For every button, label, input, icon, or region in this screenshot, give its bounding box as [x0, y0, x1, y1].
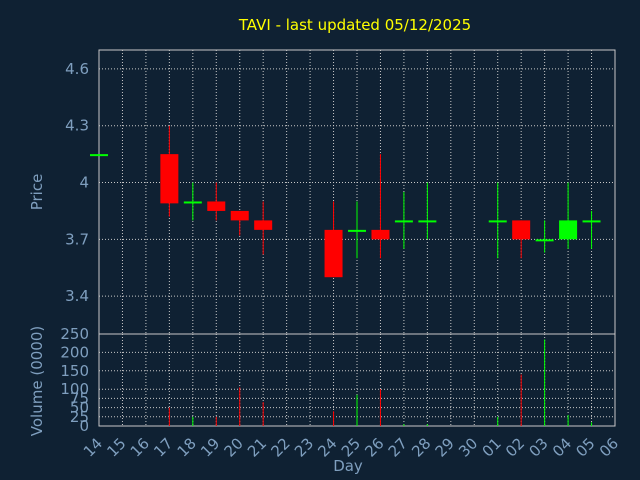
volume-tick-label: 250	[60, 325, 89, 343]
x-tick-label: 29	[432, 434, 458, 460]
candle-body	[207, 201, 226, 211]
volume-tick-label: 200	[60, 343, 89, 361]
candle-body	[559, 220, 578, 240]
candle-body	[160, 154, 179, 204]
volume-tick-label: 150	[60, 362, 89, 380]
volume-tick-label: 75	[70, 389, 89, 407]
x-tick-label: 03	[525, 434, 551, 460]
x-tick-label: 17	[150, 434, 176, 460]
x-tick-label: 27	[385, 434, 411, 460]
candle-body	[183, 201, 202, 204]
volume-tick-label: 100	[60, 380, 89, 398]
candle-body	[90, 154, 108, 157]
volume-tick-label: 0	[79, 417, 89, 435]
x-tick-label: 20	[221, 434, 247, 460]
x-tick-label: 21	[244, 434, 270, 460]
x-tick-label: 23	[291, 434, 317, 460]
x-axis-label: Day	[333, 457, 363, 475]
x-tick-label: 18	[174, 434, 200, 460]
candle-body	[488, 220, 507, 223]
x-tick-label: 02	[502, 434, 528, 460]
x-tick-label: 05	[572, 434, 598, 460]
candle-body	[254, 220, 273, 230]
x-tick-label: 16	[127, 434, 153, 460]
x-tick-label: 04	[549, 434, 575, 460]
price-tick-label: 4.3	[65, 117, 89, 135]
price-tick-label: 3.7	[65, 230, 89, 248]
x-tick-label: 01	[479, 434, 505, 460]
volume-tick-label: 50	[70, 399, 89, 417]
x-tick-label: 15	[103, 434, 129, 460]
candle-body	[535, 239, 554, 242]
volume-tick-label: 25	[70, 408, 89, 426]
candle-body	[582, 220, 601, 223]
x-tick-label: 28	[408, 434, 434, 460]
price-tick-label: 4	[79, 174, 89, 192]
x-tick-label: 30	[455, 434, 481, 460]
x-tick-label: 14	[80, 434, 106, 460]
x-tick-label: 26	[361, 434, 387, 460]
price-tick-label: 3.4	[65, 287, 89, 305]
candle-body	[512, 220, 531, 240]
volume-axis-label: Volume (0000)	[28, 326, 46, 436]
price-axis-label: Price	[28, 174, 46, 211]
candle-body	[324, 229, 343, 278]
x-tick-label: 22	[267, 434, 293, 460]
candle-body	[348, 229, 366, 232]
candle-body	[371, 229, 390, 240]
price-tick-label: 4.6	[65, 60, 89, 78]
candle-body	[394, 220, 413, 223]
x-tick-label: 19	[197, 434, 223, 460]
price-panel: 3.4 3.7 4 4.3 4.6	[65, 49, 616, 335]
chart-title: TAVI - last updated 05/12/2025	[238, 16, 471, 34]
x-tick-label: 06	[596, 434, 622, 460]
x-axis-ticks: 1415161718192021222324252627282930010203…	[80, 434, 622, 460]
candle-body	[230, 210, 249, 221]
candle-body	[418, 220, 437, 223]
